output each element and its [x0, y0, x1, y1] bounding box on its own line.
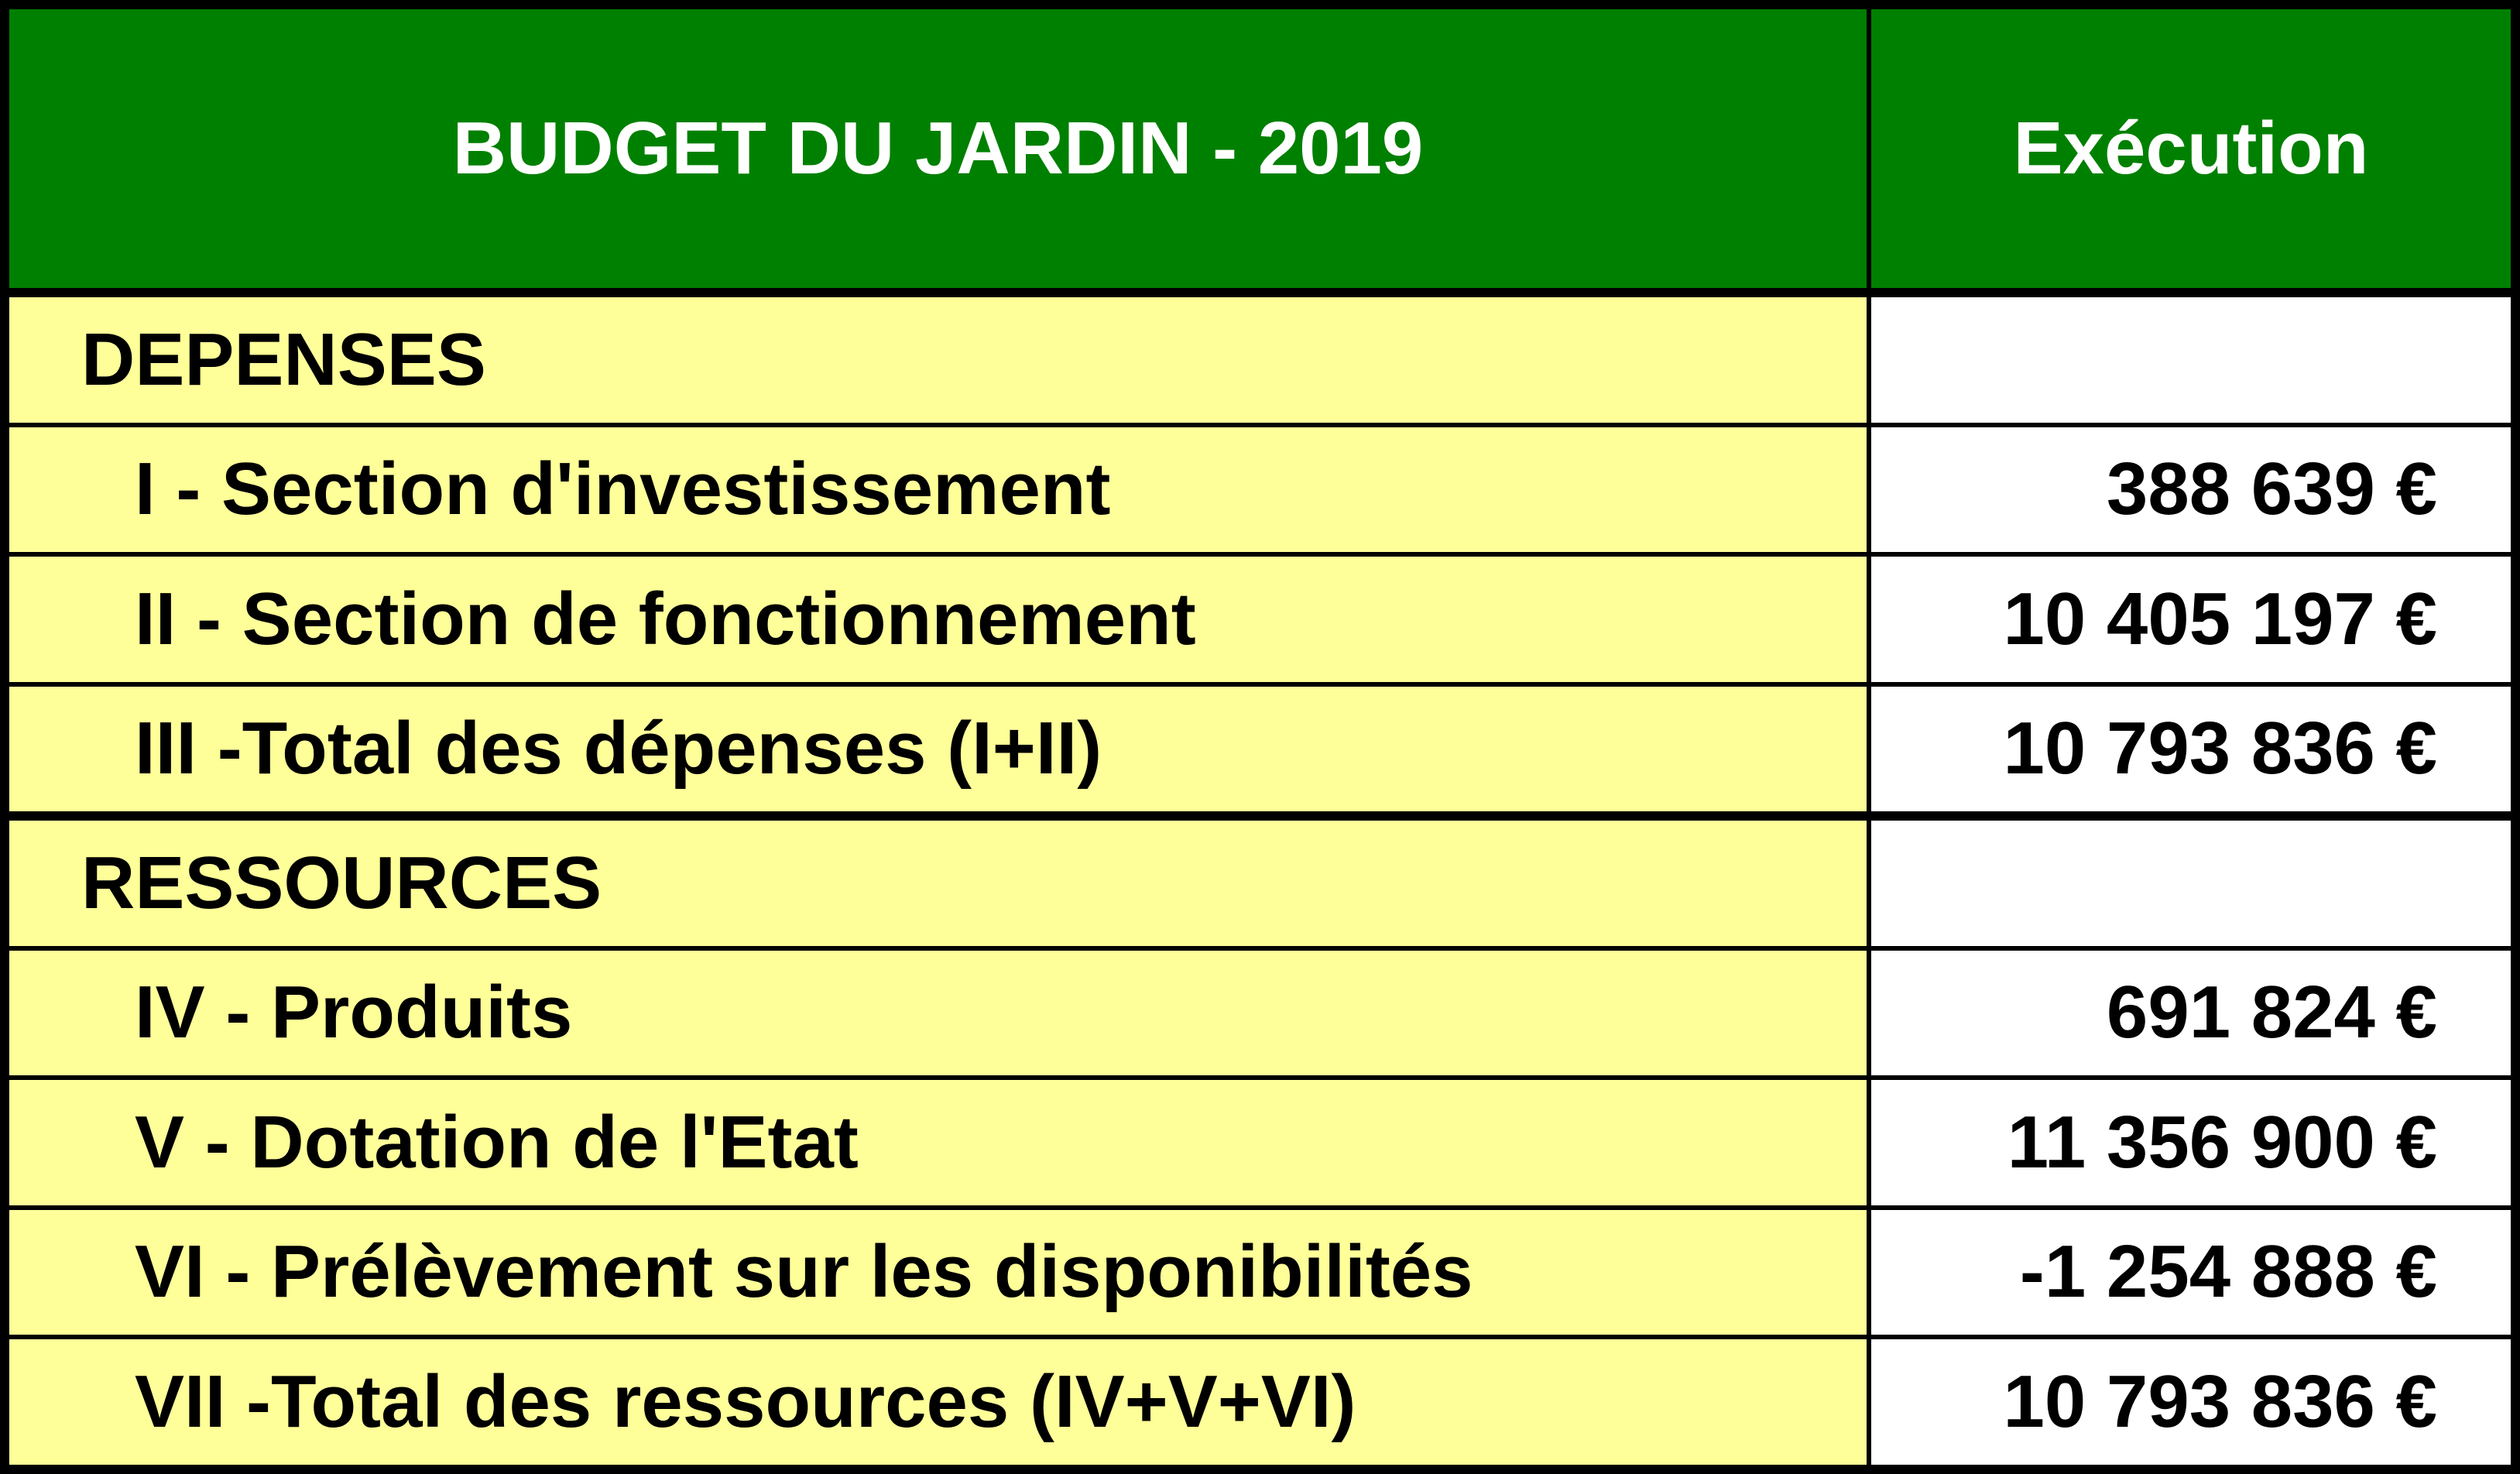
row-label: VI - Prélèvement sur les disponibilités — [9, 1209, 1867, 1335]
empty-cell — [1871, 821, 2511, 946]
row-label: I - Section d'investissement — [9, 427, 1867, 552]
value-cell: 10 793 836 € — [1871, 1339, 2511, 1465]
section-label: DEPENSES — [9, 297, 1867, 423]
header-column: Exécution — [1871, 9, 2511, 288]
row-label: II - Section de fonctionnement — [9, 557, 1867, 682]
section-label: RESSOURCES — [9, 821, 1867, 946]
value-cell: 10 405 197 € — [1871, 557, 2511, 682]
value-cell: -1 254 888 € — [1871, 1209, 2511, 1335]
empty-cell — [1871, 297, 2511, 423]
value-cell: 11 356 900 € — [1871, 1080, 2511, 1205]
row-label: V - Dotation de l'Etat — [9, 1080, 1867, 1205]
row-label: VII -Total des ressources (IV+V+VI) — [9, 1339, 1867, 1465]
row-label: IV - Produits — [9, 950, 1867, 1075]
header-title: BUDGET DU JARDIN - 2019 — [9, 9, 1867, 288]
value-cell: 691 824 € — [1871, 950, 2511, 1075]
row-label: III -Total des dépenses (I+II) — [9, 686, 1867, 811]
value-cell: 10 793 836 € — [1871, 686, 2511, 811]
value-cell: 388 639 € — [1871, 427, 2511, 552]
